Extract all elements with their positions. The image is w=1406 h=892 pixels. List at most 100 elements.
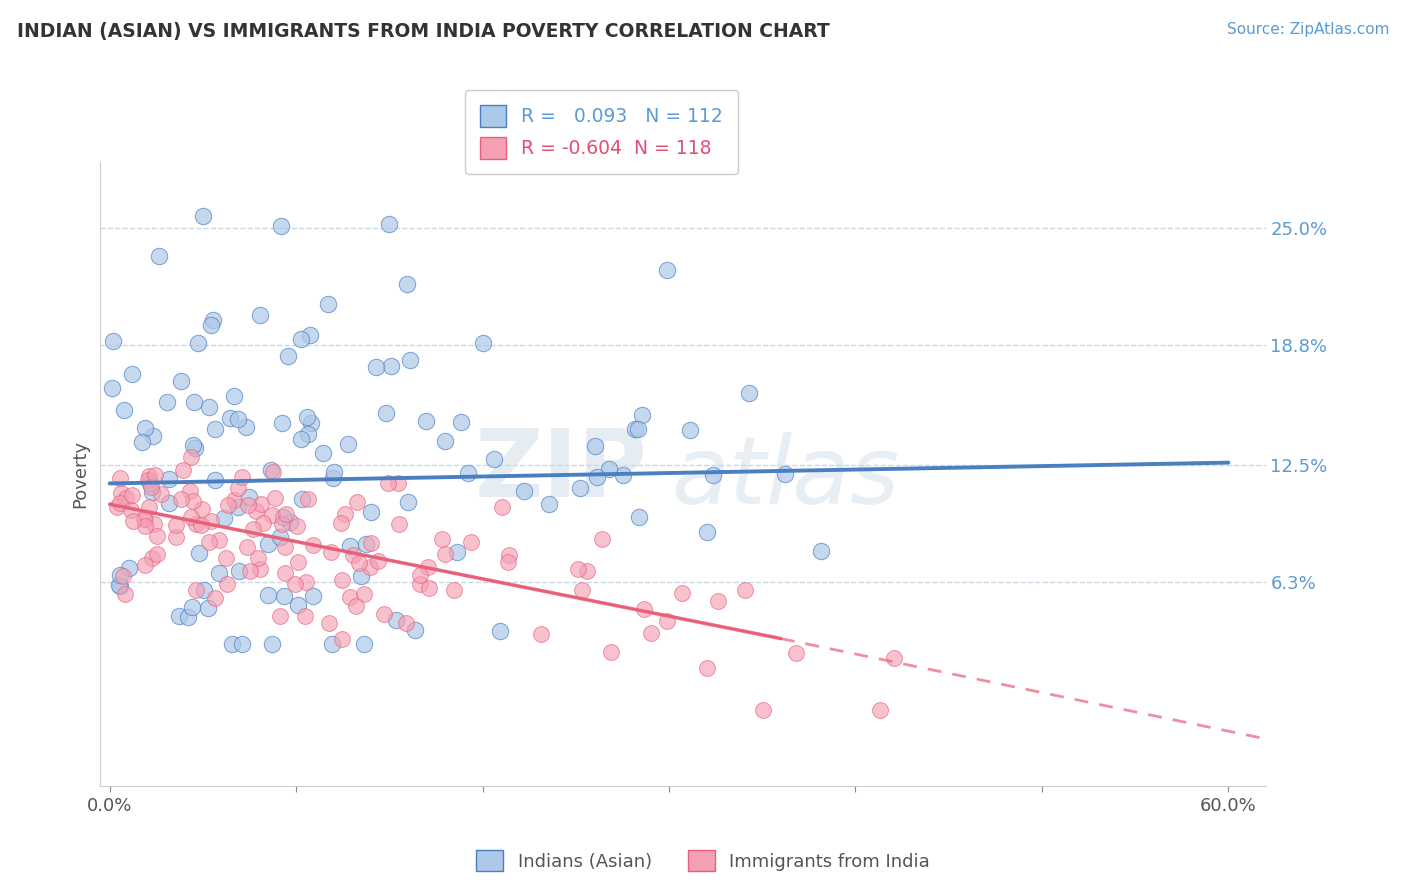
Point bbox=[627, 422, 650, 436]
Text: atlas: atlas bbox=[671, 432, 900, 523]
Point bbox=[146, 547, 169, 561]
Point bbox=[269, 530, 291, 544]
Point bbox=[198, 400, 221, 414]
Point bbox=[321, 637, 343, 651]
Point bbox=[631, 408, 654, 422]
Point bbox=[624, 422, 647, 436]
Point bbox=[139, 476, 162, 491]
Point bbox=[360, 535, 382, 549]
Point bbox=[598, 461, 620, 475]
Point bbox=[179, 483, 201, 498]
Point bbox=[134, 421, 156, 435]
Point bbox=[274, 566, 297, 581]
Point bbox=[294, 609, 316, 624]
Point bbox=[226, 412, 249, 426]
Point bbox=[215, 551, 238, 566]
Point bbox=[228, 564, 250, 578]
Point bbox=[101, 380, 124, 394]
Point bbox=[409, 567, 432, 582]
Point bbox=[612, 467, 634, 482]
Point bbox=[193, 209, 215, 223]
Point bbox=[107, 500, 129, 514]
Legend: Indians (Asian), Immigrants from India: Indians (Asian), Immigrants from India bbox=[468, 843, 938, 879]
Point bbox=[134, 512, 156, 526]
Point bbox=[287, 599, 309, 613]
Point bbox=[167, 609, 190, 624]
Point bbox=[322, 470, 344, 484]
Point bbox=[107, 578, 129, 592]
Point bbox=[262, 465, 284, 479]
Point bbox=[377, 217, 399, 231]
Point bbox=[450, 415, 472, 429]
Point bbox=[142, 428, 165, 442]
Point bbox=[143, 467, 166, 482]
Point bbox=[312, 446, 335, 460]
Point bbox=[231, 637, 253, 651]
Point bbox=[200, 514, 222, 528]
Point bbox=[640, 625, 662, 640]
Point bbox=[418, 582, 440, 596]
Point bbox=[114, 587, 136, 601]
Point bbox=[252, 516, 274, 531]
Point bbox=[491, 500, 513, 515]
Point bbox=[385, 613, 408, 627]
Point bbox=[342, 548, 364, 562]
Point bbox=[180, 510, 202, 524]
Point bbox=[204, 422, 226, 436]
Point bbox=[228, 482, 250, 496]
Point bbox=[118, 560, 141, 574]
Point bbox=[655, 262, 678, 277]
Point bbox=[364, 360, 387, 375]
Point bbox=[353, 637, 375, 651]
Point bbox=[260, 637, 283, 651]
Point bbox=[339, 539, 361, 553]
Point bbox=[415, 414, 437, 428]
Point bbox=[472, 335, 495, 350]
Point bbox=[295, 574, 318, 589]
Point bbox=[330, 573, 353, 587]
Point bbox=[287, 555, 309, 569]
Text: INDIAN (ASIAN) VS IMMIGRANTS FROM INDIA POVERTY CORRELATION CHART: INDIAN (ASIAN) VS IMMIGRANTS FROM INDIA … bbox=[17, 22, 830, 41]
Point bbox=[190, 517, 212, 532]
Point bbox=[191, 502, 214, 516]
Point bbox=[671, 586, 693, 600]
Point bbox=[297, 427, 319, 442]
Point bbox=[260, 463, 283, 477]
Point bbox=[218, 410, 240, 425]
Point bbox=[299, 328, 322, 343]
Point bbox=[394, 615, 416, 630]
Point bbox=[172, 463, 194, 477]
Point bbox=[678, 423, 700, 437]
Point bbox=[380, 359, 402, 373]
Point bbox=[136, 473, 159, 487]
Point bbox=[150, 486, 173, 500]
Point bbox=[354, 537, 377, 551]
Point bbox=[245, 504, 267, 518]
Point bbox=[222, 389, 245, 403]
Point bbox=[181, 494, 204, 508]
Point bbox=[256, 537, 278, 551]
Point bbox=[374, 406, 396, 420]
Point bbox=[157, 496, 180, 510]
Point bbox=[122, 514, 145, 528]
Legend: R =   0.093   N = 112, R = -0.604  N = 118: R = 0.093 N = 112, R = -0.604 N = 118 bbox=[465, 90, 738, 174]
Point bbox=[433, 547, 456, 561]
Point bbox=[186, 582, 208, 597]
Point bbox=[121, 487, 143, 501]
Point bbox=[627, 509, 650, 524]
Point bbox=[883, 651, 905, 665]
Point bbox=[409, 576, 432, 591]
Point bbox=[416, 560, 439, 574]
Point bbox=[134, 518, 156, 533]
Point bbox=[204, 473, 226, 487]
Text: Source: ZipAtlas.com: Source: ZipAtlas.com bbox=[1226, 22, 1389, 37]
Point bbox=[498, 548, 520, 562]
Point bbox=[101, 334, 124, 349]
Point bbox=[290, 432, 312, 446]
Point bbox=[250, 497, 273, 511]
Point bbox=[193, 582, 215, 597]
Point bbox=[165, 517, 187, 532]
Point bbox=[291, 492, 314, 507]
Point bbox=[208, 533, 231, 547]
Point bbox=[591, 532, 613, 546]
